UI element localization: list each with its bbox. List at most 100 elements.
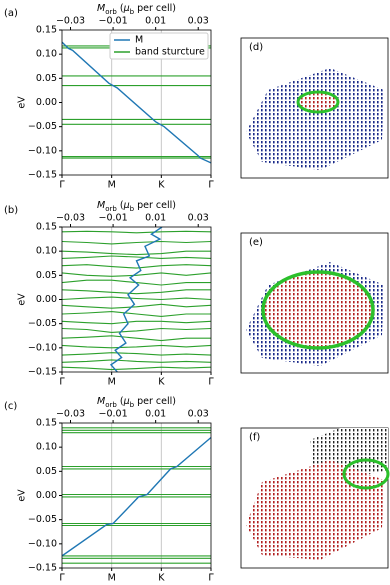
x2-label-part: μ xyxy=(123,396,130,407)
y-tick-label: −0.10 xyxy=(28,538,57,549)
x2-axis-label: Morb (μb per cell) xyxy=(97,200,176,214)
legend-label: band sturcture xyxy=(135,47,205,58)
band-line xyxy=(62,359,211,363)
x2-label-part: ( xyxy=(117,200,124,211)
y-axis-label: eV xyxy=(17,96,28,109)
axes-frame xyxy=(61,226,212,373)
y-tick-label: 0.10 xyxy=(36,49,57,60)
x2-tick-label: 0.03 xyxy=(188,409,209,420)
x2-tick-label: −0.03 xyxy=(56,213,85,224)
x-tick-label: Γ xyxy=(208,573,214,584)
x2-tick-label: −0.01 xyxy=(99,409,128,420)
x2-label-part: b xyxy=(130,401,135,409)
x2-label-part: orb xyxy=(105,401,117,409)
y-tick-label: 0.05 xyxy=(36,270,57,281)
x2-label-part: M xyxy=(97,396,105,407)
x2-label-part: μ xyxy=(123,200,130,211)
panel-label: (b) xyxy=(4,205,18,216)
panel-label: (c) xyxy=(4,401,17,412)
y-tick-label: −0.15 xyxy=(28,367,57,378)
x-tick-label: Γ xyxy=(208,180,214,191)
x-tick-label: K xyxy=(158,573,165,584)
x-tick-label: M xyxy=(108,377,116,388)
y-tick-label: 0.05 xyxy=(36,466,57,477)
x2-tick-label: −0.03 xyxy=(56,16,85,27)
x2-tick-label: 0.01 xyxy=(145,16,166,27)
y-tick-label: −0.15 xyxy=(28,170,57,181)
y-axis-label: eV xyxy=(17,489,28,502)
band-line xyxy=(62,250,211,256)
band-line xyxy=(62,303,211,309)
x2-label-part: ( xyxy=(117,3,124,14)
x2-tick-label: 0.01 xyxy=(145,409,166,420)
lattice-image xyxy=(240,232,389,374)
x2-label-part: ( xyxy=(117,396,124,407)
band-line xyxy=(62,255,211,259)
y-tick-label: −0.15 xyxy=(28,563,57,574)
image-label: (d) xyxy=(249,42,263,53)
x-tick-label: Γ xyxy=(208,377,214,388)
magnetization-line xyxy=(109,227,163,372)
x-tick-label: M xyxy=(108,180,116,191)
x2-label-part: orb xyxy=(105,205,117,213)
plot-area xyxy=(62,427,211,564)
y-axis-label: eV xyxy=(17,293,28,306)
band-line xyxy=(62,272,211,277)
y-tick-label: −0.05 xyxy=(28,121,57,132)
x2-axis-label: Morb (μb per cell) xyxy=(97,396,176,410)
y-tick-label: −0.10 xyxy=(28,145,57,156)
x-tick-label: Γ xyxy=(59,180,65,191)
y-tick-label: 0.10 xyxy=(36,442,57,453)
x2-label-part: μ xyxy=(123,3,130,14)
x-tick-label: Γ xyxy=(59,377,65,388)
band-line xyxy=(62,320,211,325)
x2-tick-label: −0.01 xyxy=(99,213,128,224)
image-label: (e) xyxy=(249,237,263,248)
x-tick-label: M xyxy=(108,573,116,584)
x2-label-part: M xyxy=(97,200,105,211)
x2-tick-label: 0.03 xyxy=(188,16,209,27)
magnetization-line xyxy=(62,41,211,164)
axes-frame xyxy=(61,422,212,569)
x2-label-part: b xyxy=(130,205,135,213)
x2-tick-label: −0.03 xyxy=(56,409,85,420)
lattice-image xyxy=(240,37,389,179)
y-tick-label: 0.00 xyxy=(36,294,57,305)
y-tick-label: −0.05 xyxy=(28,514,57,525)
y-tick-label: 0.15 xyxy=(36,418,57,429)
x2-tick-label: 0.01 xyxy=(145,213,166,224)
legend-label: M xyxy=(135,35,143,46)
band-line xyxy=(62,366,211,371)
legend-box xyxy=(109,32,209,60)
y-tick-label: 0.00 xyxy=(36,97,57,108)
x2-label-part: orb xyxy=(105,8,117,16)
x2-label-part: per cell) xyxy=(134,396,176,407)
y-tick-label: 0.15 xyxy=(36,25,57,36)
x2-tick-label: 0.03 xyxy=(188,213,209,224)
x-tick-label: Γ xyxy=(59,573,65,584)
band-line xyxy=(62,352,211,356)
axes-frame xyxy=(61,29,212,176)
x2-tick-label: −0.01 xyxy=(99,16,128,27)
magnetization-line xyxy=(62,436,211,557)
panel-label: (a) xyxy=(4,8,18,19)
x2-label-part: per cell) xyxy=(134,3,176,14)
plot-area xyxy=(62,41,211,164)
band-line xyxy=(62,296,211,301)
x2-label-part: M xyxy=(97,3,105,14)
y-tick-label: 0.05 xyxy=(36,73,57,84)
image-label: (f) xyxy=(249,432,260,443)
band-line xyxy=(62,230,211,234)
band-line xyxy=(62,311,211,317)
plot-area xyxy=(62,227,211,372)
y-tick-label: −0.05 xyxy=(28,318,57,329)
band-line xyxy=(62,240,211,245)
band-line xyxy=(62,327,211,333)
band-line xyxy=(62,289,211,295)
band-line xyxy=(62,264,211,269)
x-tick-label: K xyxy=(158,377,165,388)
y-tick-label: 0.10 xyxy=(36,246,57,257)
y-tick-label: −0.10 xyxy=(28,342,57,353)
x2-label-part: b xyxy=(130,8,135,16)
